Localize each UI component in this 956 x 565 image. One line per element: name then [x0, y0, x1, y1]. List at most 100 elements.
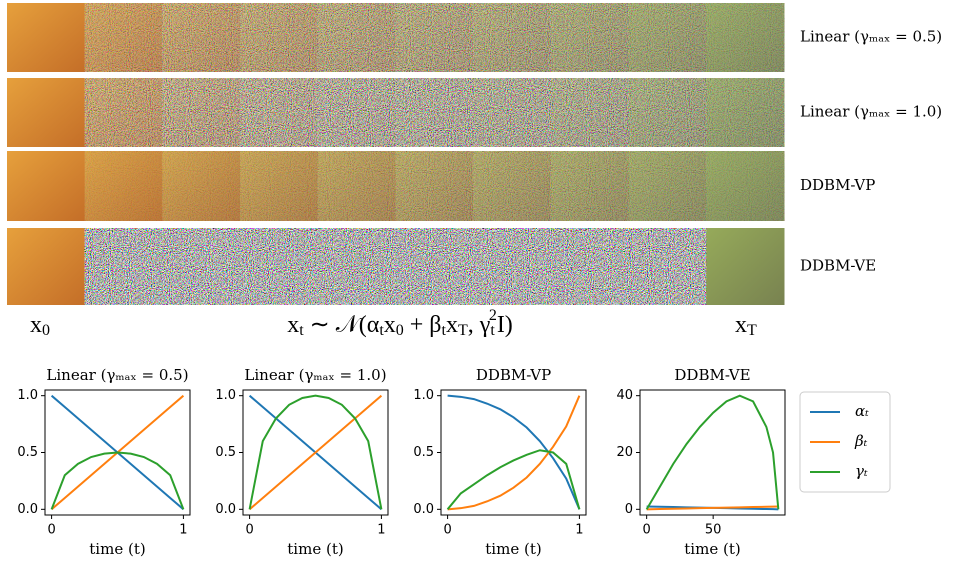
math-sub: t [442, 322, 447, 339]
x-axis-label: time (t) [287, 540, 343, 558]
math-text: , γ [468, 312, 491, 338]
row-label: Linear (γₘₐₓ = 1.0) [800, 103, 942, 121]
charts: Linear (γₘₐₓ = 0.5) time (t) 0 1 0.0 0.5 1.0 Li… [17, 366, 891, 558]
noise [162, 151, 241, 221]
math-text: x [446, 312, 458, 338]
y-tick-label: 0.0 [215, 502, 236, 517]
image-frame [706, 228, 785, 305]
noise [706, 151, 785, 221]
math-text: x [287, 312, 299, 338]
legend-label: βₜ [854, 432, 868, 450]
x-tick-label: 0 [643, 523, 651, 538]
y-tick-label: 20 [616, 445, 633, 460]
y-tick-label: 1.0 [413, 388, 434, 403]
noise [162, 78, 241, 147]
y-tick-label: 1.0 [215, 388, 236, 403]
noise [317, 78, 396, 147]
noise [473, 3, 552, 72]
image-frame [7, 151, 86, 221]
x-tick-label: 1 [179, 523, 187, 538]
image-frame [7, 3, 86, 72]
noise [628, 151, 707, 221]
math-sub: T [458, 322, 468, 339]
math-text: x [384, 312, 396, 338]
x-tick-label: 50 [705, 523, 722, 538]
noise [473, 151, 552, 221]
x-tick-label: 1 [377, 523, 385, 538]
noise [84, 78, 163, 147]
noise [162, 3, 241, 72]
noise [395, 228, 474, 305]
noise [240, 78, 319, 147]
noise [240, 3, 319, 72]
caption: xT [735, 312, 757, 340]
math-sub: 0 [42, 322, 50, 339]
line-series [248, 394, 383, 511]
y-tick-label: 0.5 [17, 445, 38, 460]
y-tick-label: 40 [616, 388, 633, 403]
row-label: Linear (γₘₐₓ = 0.5) [800, 28, 942, 46]
y-tick-label: 0.5 [215, 445, 236, 460]
math-sub: t [379, 322, 384, 339]
chart-title: Linear (γₘₐₓ = 1.0) [244, 366, 386, 384]
chart-title: DDBM-VP [476, 366, 551, 384]
math-sub: T [747, 322, 757, 339]
noise [317, 228, 396, 305]
math-sub: t [490, 322, 495, 339]
x-tick-label: 0 [47, 523, 55, 538]
noise [84, 3, 163, 72]
image-strips: Linear (γₘₐₓ = 0.5) Linear (γₘₐₓ = 1.0) DD… [7, 3, 942, 305]
legend-label: αₜ [855, 402, 869, 420]
row-label: DDBM-VE [800, 257, 876, 275]
noise [317, 151, 396, 221]
noise [628, 228, 707, 305]
math-text: ∼ 𝒩(α [304, 312, 380, 338]
line-series [50, 451, 185, 510]
noise [162, 228, 241, 305]
line-series [446, 449, 581, 510]
noise [395, 78, 474, 147]
line-series [447, 394, 581, 510]
noise [706, 78, 785, 147]
noise [550, 228, 630, 305]
x-axis-label: time (t) [684, 540, 740, 558]
noise [240, 151, 319, 221]
line-series [646, 505, 779, 511]
chart-title: DDBM-VE [674, 366, 750, 384]
math-text: + β [404, 312, 442, 338]
axes-frame [639, 389, 786, 516]
line-series [645, 394, 780, 510]
noise [317, 3, 396, 72]
y-tick-label: 0.0 [17, 502, 38, 517]
legend-frame [799, 391, 891, 493]
x-tick-label: 0 [443, 523, 451, 538]
line-series [447, 395, 581, 511]
y-tick-label: 0.0 [413, 502, 434, 517]
noise [84, 228, 163, 305]
image-frame [7, 228, 86, 305]
math-sup: 2 [489, 307, 497, 324]
noise [706, 3, 785, 72]
line-series [248, 394, 383, 510]
legend-label: γₜ [855, 462, 868, 480]
noise [84, 151, 163, 221]
noise [628, 3, 707, 72]
y-tick-label: 1.0 [17, 388, 38, 403]
math-sub: t [299, 322, 304, 339]
math-text: I) [497, 312, 513, 338]
x-tick-label: 1 [575, 523, 583, 538]
noise [395, 151, 474, 221]
image-frame [7, 78, 86, 147]
noise [550, 78, 630, 147]
noise [550, 3, 630, 72]
y-tick-label: 0 [625, 502, 633, 517]
noise [473, 228, 552, 305]
noise [395, 3, 474, 72]
caption: x0 [30, 312, 50, 340]
y-tick-label: 0.5 [413, 445, 434, 460]
row-label: DDBM-VP [800, 176, 875, 194]
math-text: x [735, 312, 747, 338]
noise [473, 78, 552, 147]
caption: xt ∼ 𝒩(αtx0 + βtxT, γt2I) [287, 307, 513, 339]
